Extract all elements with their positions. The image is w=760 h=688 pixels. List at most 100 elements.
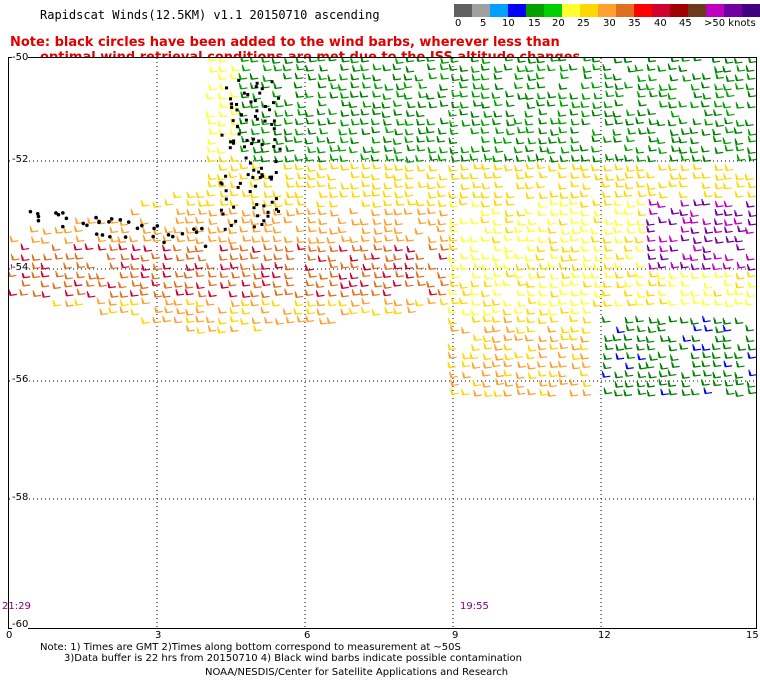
wind-barb: [657, 280, 667, 287]
wind-barb: [582, 255, 592, 262]
wind-barb: [460, 183, 470, 191]
wind-barb: [315, 290, 325, 297]
wind-barb: [438, 173, 448, 181]
wind-barb: [723, 200, 733, 208]
wind-barb: [514, 307, 523, 315]
wind-barb: [689, 127, 699, 135]
wind-barb: [702, 246, 711, 254]
wind-barb: [449, 200, 458, 208]
wind-barb: [516, 65, 526, 73]
wind-barb: [405, 298, 415, 306]
contamination-marker: [268, 175, 272, 179]
contamination-marker: [219, 181, 223, 185]
wind-barb: [480, 191, 490, 199]
wind-barb: [702, 253, 712, 261]
wind-barb: [637, 75, 646, 82]
wind-barb: [360, 64, 369, 72]
x-tick-label: 15: [746, 630, 759, 641]
wind-barb: [185, 308, 195, 316]
wind-barb: [316, 299, 326, 307]
wind-barb: [613, 389, 623, 397]
wind-barb: [491, 360, 501, 368]
wind-barb: [142, 234, 152, 242]
wind-barb: [678, 136, 688, 144]
wind-barb: [527, 74, 536, 81]
contamination-marker: [263, 119, 267, 123]
wind-barb: [340, 110, 350, 117]
wind-barb: [20, 254, 30, 262]
wind-barb: [624, 380, 634, 388]
wind-barb: [206, 199, 215, 207]
wind-barb: [418, 91, 427, 99]
contamination-marker: [224, 189, 228, 193]
wind-barb: [604, 81, 614, 89]
wind-barb: [714, 237, 724, 244]
wind-barb: [449, 225, 459, 233]
wind-barb: [748, 369, 756, 377]
wind-barb: [734, 288, 744, 296]
wind-barb: [747, 387, 756, 395]
wind-barb: [736, 65, 746, 72]
wind-barb: [450, 272, 460, 279]
legend-label: 0: [455, 18, 462, 29]
wind-barb: [198, 208, 207, 215]
wind-barb: [185, 227, 195, 234]
wind-barb: [359, 218, 369, 226]
y-tick-label: -58: [12, 492, 29, 503]
wind-barb: [548, 300, 558, 307]
wind-barb: [636, 291, 646, 299]
wind-barb: [693, 58, 702, 62]
wind-barb: [206, 189, 216, 197]
wind-barb: [448, 288, 457, 296]
wind-barb: [480, 73, 490, 81]
wind-barb: [502, 279, 512, 287]
wind-barb: [217, 326, 226, 334]
wind-barb: [383, 145, 393, 152]
legend-swatch: [634, 4, 652, 17]
wind-barb: [667, 335, 677, 343]
wind-barb: [381, 101, 391, 109]
contamination-marker: [260, 87, 264, 91]
wind-barb: [219, 244, 229, 252]
wind-barb: [702, 218, 711, 226]
wind-barb: [724, 58, 734, 64]
wind-barb: [304, 289, 314, 297]
wind-barb: [493, 110, 503, 118]
wind-barb: [470, 111, 480, 118]
wind-barb: [581, 93, 591, 100]
wind-barb: [526, 316, 535, 324]
wind-barb: [570, 245, 580, 253]
wind-barb: [724, 379, 734, 387]
wind-barb: [505, 252, 514, 260]
wind-barb: [293, 308, 303, 315]
wind-barb: [723, 370, 732, 377]
wind-barb: [363, 253, 373, 261]
wind-barb: [722, 335, 732, 343]
wind-barb: [480, 83, 490, 91]
wind-barb: [76, 271, 85, 279]
wind-barb: [569, 315, 578, 323]
wind-barb: [240, 145, 249, 153]
wind-barb: [604, 110, 613, 118]
wind-barb: [515, 263, 525, 271]
wind-barb: [735, 144, 745, 152]
wind-barb: [714, 298, 723, 306]
legend-label: 15: [528, 18, 541, 29]
wind-barb: [516, 327, 525, 334]
wind-barb: [747, 181, 756, 189]
wind-barb: [724, 254, 734, 262]
wind-barb: [447, 255, 457, 262]
wind-barb: [107, 281, 116, 289]
wind-barb: [403, 81, 413, 89]
wind-barb: [449, 120, 458, 128]
wind-barb: [616, 281, 625, 289]
wind-barb: [450, 325, 459, 332]
wind-barb: [602, 136, 612, 143]
wind-barb: [701, 379, 710, 386]
wind-barb: [217, 180, 227, 188]
wind-barb: [723, 270, 733, 278]
wind-barb: [668, 235, 678, 243]
wind-barb: [612, 334, 622, 342]
wind-barb: [625, 252, 634, 260]
wind-barb: [348, 280, 358, 288]
